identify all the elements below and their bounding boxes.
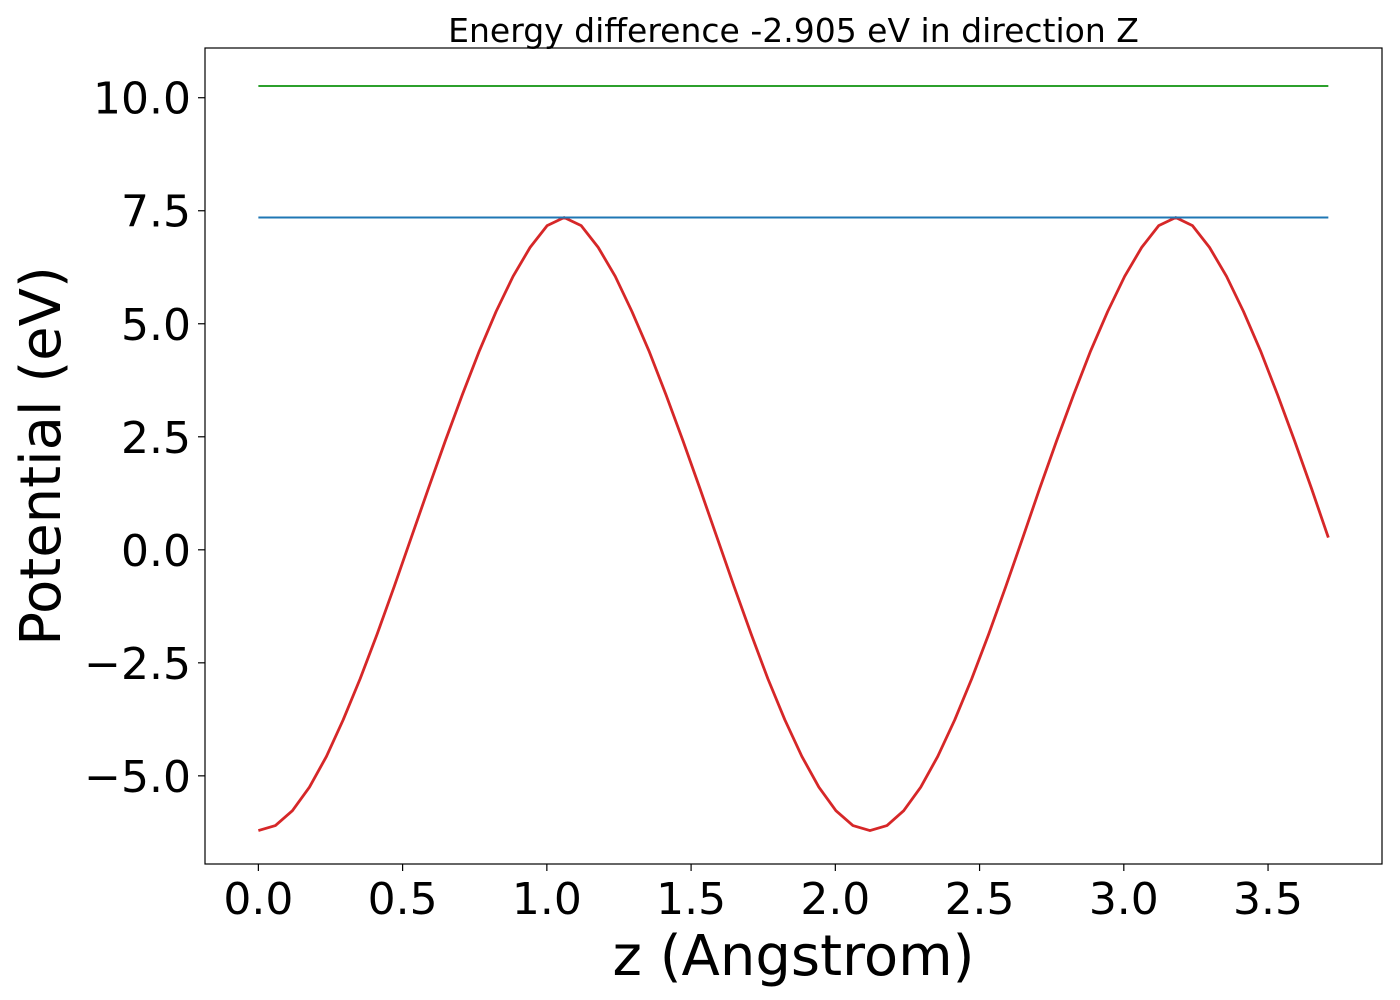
x-tick-label: 3.5 <box>1233 874 1303 925</box>
y-tick-label: 10.0 <box>93 74 191 125</box>
y-tick-label: −5.0 <box>84 752 191 803</box>
plot-frame <box>204 47 1383 865</box>
series-line-1 <box>257 216 1330 832</box>
y-tick-label: 2.5 <box>121 413 191 464</box>
series-layer <box>257 84 1330 832</box>
x-tick-label: 2.5 <box>945 874 1015 925</box>
x-axis: 0.0 0.5 1.0 1.5 2.0 2.5 3.0 3.5 <box>223 864 1303 925</box>
x-tick-label: 0.5 <box>368 874 438 925</box>
chart-title: Energy difference -2.905 eV in direction… <box>448 11 1139 50</box>
x-tick-label: 3.0 <box>1089 874 1159 925</box>
y-tick-label: 0.0 <box>121 526 191 577</box>
y-tick-label: −2.5 <box>84 639 191 690</box>
y-tick-label: 7.5 <box>121 187 191 238</box>
y-axis: −5.0 −2.5 0.0 2.5 5.0 7.5 10.0 <box>84 74 205 803</box>
x-tick-label: 0.0 <box>223 874 293 925</box>
x-tick-label: 2.0 <box>800 874 870 925</box>
x-tick-label: 1.0 <box>512 874 582 925</box>
y-axis-label: Potential (eV) <box>9 266 74 646</box>
y-tick-label: 5.0 <box>121 300 191 351</box>
x-axis-label: z (Angstrom) <box>613 924 975 989</box>
x-tick-label: 1.5 <box>656 874 726 925</box>
